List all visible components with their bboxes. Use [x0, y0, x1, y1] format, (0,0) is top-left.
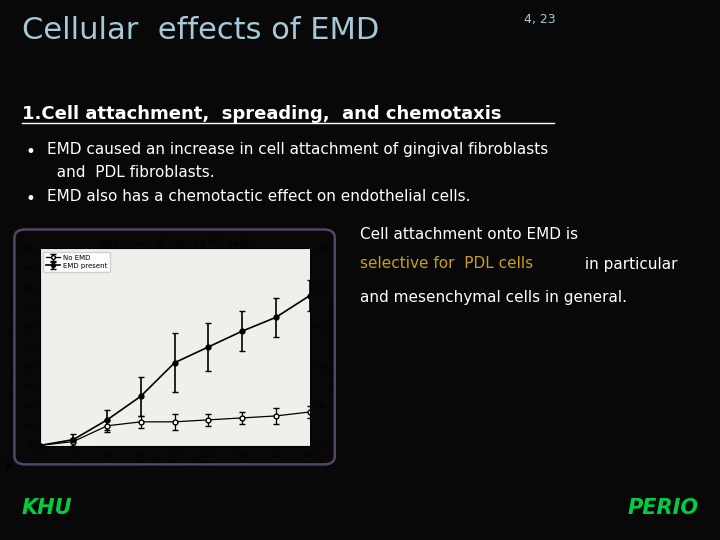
Text: EMD caused an increase in cell attachment of gingival fibroblasts: EMD caused an increase in cell attachmen… — [47, 142, 548, 157]
Text: 4, 23: 4, 23 — [524, 14, 556, 26]
Text: Cellular  effects of EMD: Cellular effects of EMD — [22, 16, 379, 45]
Text: selective for  PDL cells: selective for PDL cells — [360, 256, 533, 272]
Text: a: a — [4, 461, 11, 471]
Text: 1.Cell attachment,  spreading,  and chemotaxis: 1.Cell attachment, spreading, and chemot… — [22, 105, 501, 123]
Y-axis label: Attached cells in thousands: Attached cells in thousands — [10, 294, 19, 400]
Text: in particular: in particular — [580, 256, 677, 272]
Text: Cell attachment onto EMD is: Cell attachment onto EMD is — [360, 227, 578, 242]
Text: KHU: KHU — [22, 498, 72, 518]
X-axis label: Minutes in culture: Minutes in culture — [137, 460, 212, 469]
Text: and  PDL fibroblasts.: and PDL fibroblasts. — [47, 165, 215, 180]
Text: PERIO: PERIO — [627, 498, 698, 518]
Text: EMD also has a chemotactic effect on endothelial cells.: EMD also has a chemotactic effect on end… — [47, 189, 470, 204]
Text: and mesenchymal cells in general.: and mesenchymal cells in general. — [360, 290, 627, 305]
Title: Attachment of cultured PDL cells: Attachment of cultured PDL cells — [100, 239, 249, 248]
Legend: No EMD, EMD present: No EMD, EMD present — [43, 252, 110, 272]
Text: •: • — [25, 190, 35, 208]
Y-axis label: Percent of cells attached: Percent of cells attached — [330, 300, 339, 394]
Text: •: • — [25, 143, 35, 161]
